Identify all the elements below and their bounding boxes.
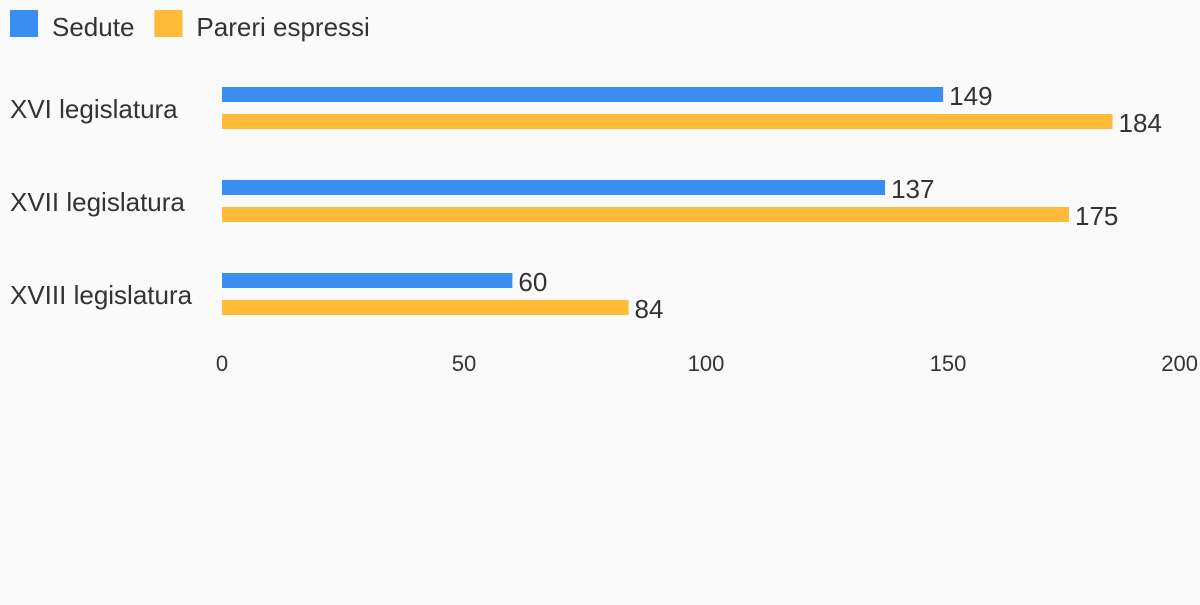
legend-swatch-sedute: [10, 10, 38, 37]
bar-sedute-xviii-legislatura: [222, 273, 513, 288]
value-label-pareri-espressi-xvi-legislatura: 184: [1119, 108, 1162, 138]
legend-swatch-pareri-espressi: [154, 10, 183, 37]
category-label-xvi-legislatura: XVI legislatura: [10, 94, 178, 124]
value-label-sedute-xviii-legislatura: 60: [518, 267, 547, 297]
x-tick-label-0: 0: [216, 351, 228, 376]
legend: Sedute Pareri espressi: [10, 10, 370, 42]
bars: [222, 87, 1113, 315]
value-labels: 149 184 137 175 60 84: [518, 81, 1162, 324]
x-tick-label-50: 50: [452, 351, 476, 376]
x-tick-label-150: 150: [930, 351, 967, 376]
x-tick-label-200: 200: [1161, 351, 1198, 376]
bar-pareri-espressi-xvi-legislatura: [222, 114, 1113, 129]
bar-pareri-espressi-xviii-legislatura: [222, 300, 629, 315]
category-labels: XVI legislatura XVII legislatura XVIII leg…: [10, 94, 193, 310]
bar-pareri-espressi-xvii-legislatura: [222, 207, 1069, 222]
value-label-pareri-espressi-xvii-legislatura: 175: [1075, 201, 1118, 231]
value-label-pareri-espressi-xviii-legislatura: 84: [635, 294, 664, 324]
value-label-sedute-xvi-legislatura: 149: [949, 81, 992, 111]
category-label-xvii-legislatura: XVII legislatura: [10, 187, 185, 217]
category-label-xviii-legislatura: XVIII legislatura: [10, 280, 193, 310]
bar-sedute-xvii-legislatura: [222, 180, 886, 195]
bar-sedute-xvi-legislatura: [222, 87, 944, 102]
legend-label-sedute: Sedute: [52, 12, 134, 42]
x-axis: 0 50 100 150 200: [216, 351, 1198, 376]
x-tick-label-100: 100: [688, 351, 725, 376]
legend-label-pareri-espressi: Pareri espressi: [196, 12, 369, 42]
value-label-sedute-xvii-legislatura: 137: [891, 174, 934, 204]
